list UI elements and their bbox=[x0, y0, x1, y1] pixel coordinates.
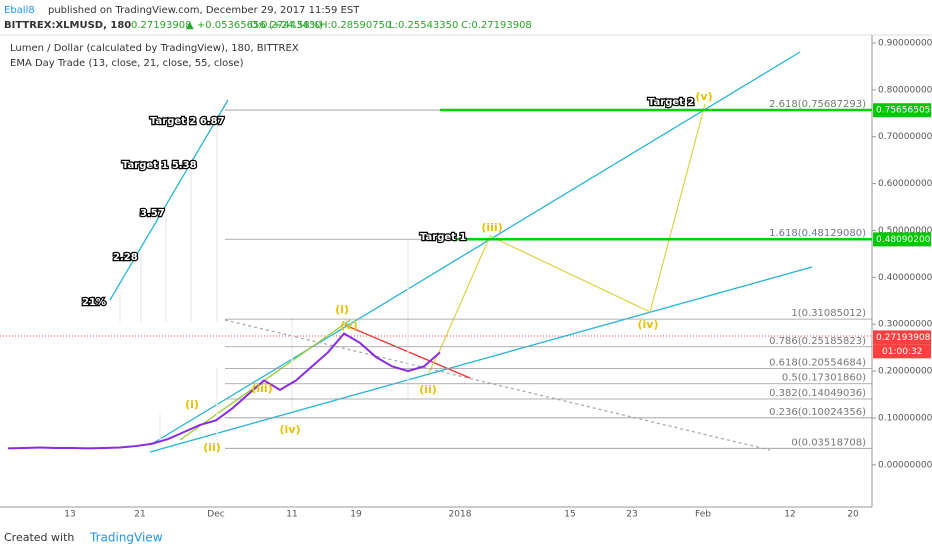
x-tick-label: Feb bbox=[695, 510, 711, 520]
fib-label: 2.618(0.75687293) bbox=[769, 99, 866, 110]
y-tick-label: 0.20000000 bbox=[878, 367, 932, 377]
wave-label: (v) bbox=[340, 319, 357, 332]
trend-line bbox=[149, 266, 813, 453]
y-tick-label: 0.60000000 bbox=[878, 179, 932, 189]
annotation: Target 2 6.87 bbox=[150, 116, 225, 127]
wave-projection bbox=[427, 103, 706, 375]
author: Eball8 bbox=[4, 5, 35, 16]
indicator: EMA Day Trade (13, close, 21, close, 55,… bbox=[10, 58, 244, 69]
fib-label: 0.236(0.10024356) bbox=[769, 407, 866, 418]
price-label-box bbox=[873, 103, 931, 118]
price-label-box bbox=[873, 330, 931, 345]
x-tick-label: 19 bbox=[350, 510, 362, 520]
y-tick-label: 0.70000000 bbox=[878, 132, 932, 142]
price-label: 0.48090200 bbox=[876, 235, 931, 245]
y-tick-label: 0.90000000 bbox=[878, 38, 932, 48]
annotation: Target 1 bbox=[420, 232, 466, 243]
annotation: 2.28 bbox=[113, 252, 138, 263]
wave-label: (ii) bbox=[203, 441, 221, 454]
y-tick-label: 0.10000000 bbox=[878, 413, 932, 423]
created-with: Created with bbox=[4, 531, 74, 544]
wave-label: (i) bbox=[335, 303, 349, 316]
published: published on TradingView.com, December 2… bbox=[48, 5, 360, 16]
ohlc-value: C:0.27193908 bbox=[461, 20, 532, 31]
symbol: BITTREX:XLMUSD, 180 bbox=[4, 20, 131, 31]
y-tick-label: 0.50000000 bbox=[878, 226, 932, 236]
fib-label: 0(0.03518708) bbox=[791, 437, 866, 448]
wave-label: (ii) bbox=[419, 383, 437, 396]
trend-line bbox=[149, 51, 801, 446]
annotation: Target 1 5.38 bbox=[122, 160, 197, 171]
ohlc-value: H:0.28590750 bbox=[320, 20, 391, 31]
wave-label: (iii) bbox=[481, 221, 502, 234]
countdown-box bbox=[873, 344, 931, 359]
fib-label: 1(0.31085012) bbox=[791, 308, 866, 319]
x-tick-label: 20 bbox=[847, 510, 859, 520]
fib-label: 0.5(0.17301860) bbox=[782, 373, 866, 384]
x-tick-label: 12 bbox=[784, 510, 795, 520]
fib-label: 0.382(0.14049036) bbox=[769, 388, 866, 399]
annotation: Target 2 bbox=[648, 97, 694, 108]
ohlc-value: O:0.27443430 bbox=[250, 20, 322, 31]
wave-label: (i) bbox=[185, 398, 199, 411]
wave-label: (iv) bbox=[638, 318, 659, 331]
fib-label: 0.618(0.20554684) bbox=[769, 357, 866, 368]
x-tick-label: 2018 bbox=[449, 510, 472, 520]
y-tick-label: 0.00000000 bbox=[878, 460, 932, 470]
price-label-box bbox=[873, 232, 931, 247]
price-label: 0.27193908 bbox=[876, 333, 931, 343]
y-tick-label: 0.80000000 bbox=[878, 85, 932, 95]
fib-label: 0.786(0.25185823) bbox=[769, 336, 866, 347]
x-tick-label: 13 bbox=[64, 510, 75, 520]
trend-lines bbox=[109, 51, 813, 453]
fib-label: 1.618(0.48129080) bbox=[769, 228, 866, 239]
countdown: 01:00:32 bbox=[882, 347, 922, 357]
price-label: 0.75656505 bbox=[876, 106, 930, 116]
x-tick-label: 23 bbox=[626, 510, 637, 520]
ohlc-value: L:0.25543350 bbox=[389, 20, 458, 31]
brand[interactable]: TradingView bbox=[89, 531, 163, 545]
last: 0.27193908 bbox=[131, 20, 191, 31]
x-tick-label: 15 bbox=[564, 510, 575, 520]
wave-label: (iii) bbox=[251, 382, 272, 395]
price-line bbox=[7, 332, 441, 450]
x-tick-label: Dec bbox=[207, 510, 224, 520]
wave-label: (iv) bbox=[280, 423, 301, 436]
annotation: 21% bbox=[82, 297, 106, 308]
annotation: 3.57 bbox=[140, 208, 165, 219]
y-tick-label: 0.40000000 bbox=[878, 273, 932, 283]
x-tick-label: 11 bbox=[286, 510, 297, 520]
chart-title: Lumen / Dollar (calculated by TradingVie… bbox=[10, 43, 299, 54]
wave-label: (v) bbox=[695, 90, 712, 103]
y-tick-label: 0.30000000 bbox=[878, 320, 932, 330]
change: ▲ +0.05365656 (+24.58%) bbox=[186, 20, 323, 31]
trend-line bbox=[109, 99, 229, 301]
x-tick-label: 21 bbox=[134, 510, 145, 520]
